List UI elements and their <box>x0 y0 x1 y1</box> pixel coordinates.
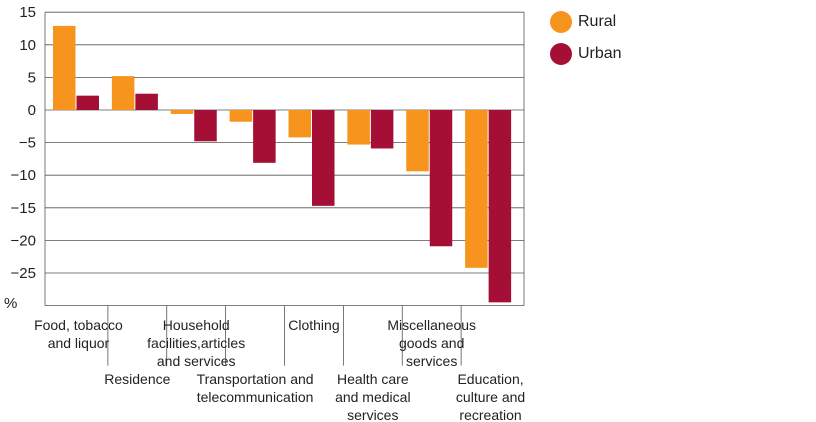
y-tick-label-5: 5 <box>28 69 36 86</box>
bar-urban-4 <box>312 110 335 206</box>
legend-swatch-urban <box>550 42 572 65</box>
category-label-2: Household facilities,articles and services <box>147 317 245 369</box>
category-label-line: Health care <box>337 371 409 387</box>
category-label-line: Household <box>163 317 230 333</box>
legend-label-rural: Rural <box>578 12 617 30</box>
category-label-line: recreation <box>459 407 521 422</box>
legend-item-urban: Urban <box>550 40 622 67</box>
category-label-4: Clothing <box>288 317 339 333</box>
bars <box>53 25 512 303</box>
bar-urban-1 <box>135 93 158 110</box>
category-label-line: facilities,articles <box>147 335 245 351</box>
category-label-7: Education, culture and recreation <box>456 371 525 422</box>
category-label-line: Food, tobacco <box>34 317 123 333</box>
bar-urban-2 <box>194 110 217 142</box>
y-axis-unit-label: % <box>4 295 17 312</box>
category-label-line: services <box>406 353 457 369</box>
bar-rural-6 <box>406 110 429 172</box>
y-tick-label-15: 15 <box>19 4 36 21</box>
category-label-line: Transportation and <box>197 371 314 387</box>
axes <box>44 12 525 366</box>
category-label-3: Transportation and telecommunication <box>197 371 314 405</box>
bar-rural-0 <box>53 25 76 111</box>
bar-rural-3 <box>229 110 253 122</box>
bar-rural-5 <box>347 110 370 145</box>
category-labels: Food, tobacco and liquor Residence Househol… <box>34 317 525 422</box>
y-tick-label--20: −20 <box>11 232 36 249</box>
bar-rural-2 <box>170 110 194 114</box>
category-label-5: Health care and medical services <box>335 371 411 422</box>
y-tick-label-10: 10 <box>19 37 36 54</box>
category-label-line: Residence <box>104 371 170 387</box>
bar-rural-4 <box>288 110 311 138</box>
category-label-line: and medical <box>335 389 411 405</box>
category-label-1: Residence <box>104 371 170 387</box>
bar-rural-7 <box>465 110 488 268</box>
category-label-line: and services <box>157 353 236 369</box>
y-tick-labels: 15 10 5 0 −5 −10 −15 −20 −25 <box>11 4 36 282</box>
legend-item-rural: Rural <box>550 8 622 35</box>
legend-label-urban: Urban <box>578 44 622 62</box>
bar-urban-5 <box>370 110 394 149</box>
category-label-line: goods and <box>399 335 464 351</box>
y-tick-label--5: −5 <box>19 135 36 152</box>
category-label-line: Miscellaneous <box>387 317 476 333</box>
category-label-line: telecommunication <box>197 389 314 405</box>
bar-urban-6 <box>429 110 453 247</box>
category-label-6: Miscellaneous goods and services <box>387 317 476 369</box>
bar-rural-1 <box>111 76 135 110</box>
category-label-line: Clothing <box>288 317 339 333</box>
bar-urban-7 <box>488 110 512 303</box>
y-tick-label--15: −15 <box>11 200 36 217</box>
category-label-line: and liquor <box>48 335 110 351</box>
legend: Rural Urban <box>550 8 622 72</box>
bar-urban-0 <box>76 95 99 110</box>
category-label-line: culture and <box>456 389 525 405</box>
category-label-line: Education, <box>457 371 523 387</box>
y-tick-label--25: −25 <box>11 265 36 282</box>
category-label-line: services <box>347 407 398 422</box>
y-tick-label-0: 0 <box>28 102 36 119</box>
y-tick-label--10: −10 <box>11 167 36 184</box>
bar-urban-3 <box>253 110 276 163</box>
legend-swatch-rural <box>550 10 572 33</box>
category-label-0: Food, tobacco and liquor <box>34 317 123 351</box>
